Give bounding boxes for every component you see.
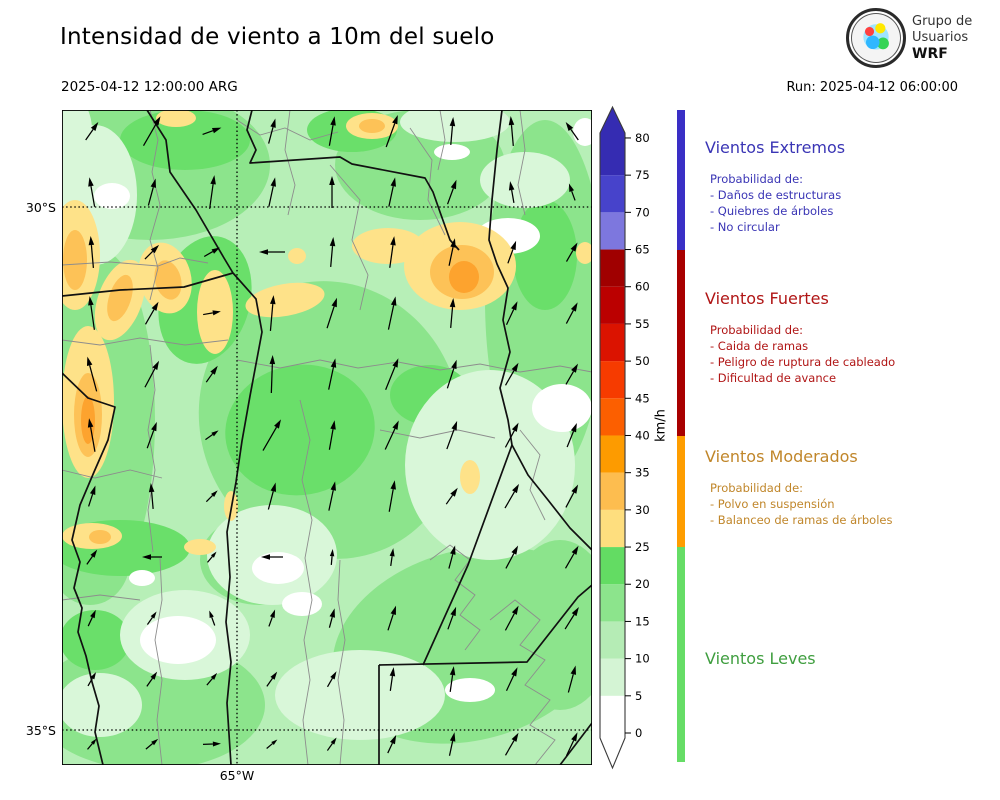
colorbar-tick-label: 40 [635,428,650,442]
legend-intro: Probabilidad de: [710,481,804,495]
run-datetime: Run: 2025-04-12 06:00:00 [786,80,958,95]
legend-intro: Probabilidad de: [710,323,804,337]
logo-line3: WRF [912,46,948,62]
colorbar-ticks: 0 5 10 15 20 25 30 35 40 45 50 55 60 65 70 75 80 [625,131,650,740]
province-boundaries [62,110,592,765]
legend-title: Vientos Leves [705,649,816,668]
lon-label-65w: 65°W [219,768,255,783]
colorbar-tick-label: 65 [635,243,650,257]
colorbar: 0 5 10 15 20 25 30 35 40 45 50 55 60 65 70 75 80 [599,105,650,770]
legend-section-moderados: Vientos Moderados Probabilidad de: - Pol… [705,447,985,528]
colorbar-tick-label: 55 [635,317,650,331]
legend-section-extremos: Vientos Extremos Probabilidad de: - Daño… [705,138,985,235]
valid-datetime: 2025-04-12 12:00:00 ARG [61,79,238,95]
colorbar-tick-label: 45 [635,391,650,405]
colorbar-tick-label: 60 [635,280,650,294]
page-title: Intensidad de viento a 10m del suelo [60,24,495,50]
department-boundaries [62,110,592,765]
globe-emblem-icon [846,8,906,68]
lat-label-30s: 30°S [25,200,56,215]
legend-title: Vientos Moderados [705,447,858,466]
logo-line2: Usuarios [912,30,969,45]
legend-strip-segment [677,436,685,547]
legend-item: - Balanceo de ramas de árboles [710,513,893,527]
wind-speed-shading [62,110,592,765]
wind-arrows [85,115,579,757]
legend-strip-segment [677,547,685,762]
colorbar-tick-label: 75 [635,168,650,182]
colorbar-segments [600,106,625,768]
legend-intro: Probabilidad de: [710,172,804,186]
legend-item: - Daños de estructuras [710,188,842,202]
colorbar-tick-label: 80 [635,131,650,145]
legend-section-leves: Vientos Leves [705,649,985,682]
legend-title: Vientos Fuertes [705,289,829,308]
logo-text: Grupo de Usuarios WRF [912,14,972,62]
colorbar-tick-label: 5 [635,689,642,703]
colorbar-tick-label: 25 [635,540,650,554]
colorbar-unit-label: km/h [653,409,669,442]
legend-section-fuertes: Vientos Fuertes Probabilidad de: - Caida… [705,289,985,386]
legend-item: - Dificultad de avance [710,371,837,385]
lat-label-35s: 35°S [25,723,56,738]
colorbar-tick-label: 15 [635,614,650,628]
legend-strip-segment [677,250,685,436]
latlon-gridlines [62,110,592,765]
legend-item: - Polvo en suspensión [710,497,835,511]
colorbar-tick-label: 35 [635,466,650,480]
legend-strip-segment [677,110,685,250]
colorbar-tick-label: 70 [635,205,650,219]
logo-line1: Grupo de [912,14,973,29]
colorbar-tick-label: 30 [635,503,650,517]
colorbar-tick-label: 10 [635,652,650,666]
wrf-users-group-logo [846,8,906,68]
colorbar-tick-label: 50 [635,354,650,368]
colorbar-tick-label: 20 [635,577,650,591]
legend-item: - No circular [710,220,780,234]
legend-item: - Peligro de ruptura de cableado [710,355,896,369]
colorbar-outline [599,105,626,770]
wind-map [62,110,592,765]
legend-item: - Caida de ramas [710,339,809,353]
legend-title: Vientos Extremos [705,138,846,157]
legend-item: - Quiebres de árboles [710,204,834,218]
colorbar-tick-label: 0 [635,726,642,740]
